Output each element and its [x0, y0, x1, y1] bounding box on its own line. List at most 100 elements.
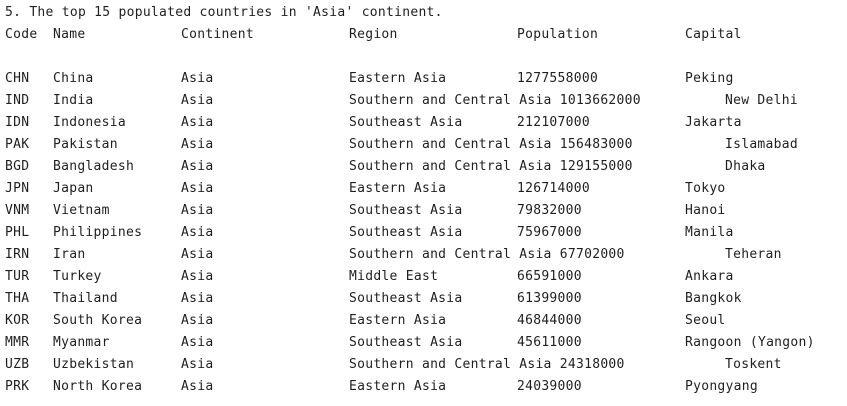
header-name: Name — [53, 27, 86, 42]
row-region: Middle East — [349, 269, 439, 284]
row-name: Iran — [53, 247, 86, 262]
row-continent: Asia — [181, 181, 214, 196]
row-continent: Asia — [181, 203, 214, 218]
row-code: PAK — [5, 137, 30, 152]
row-code: IND — [5, 93, 30, 108]
row-population: 75967000 — [517, 225, 582, 240]
row-region-population: Southern and Central Asia 129155000 — [349, 158, 633, 176]
row-name: Myanmar — [53, 335, 110, 350]
row-capital: Manila — [685, 225, 734, 240]
table-row: IND India Asia Southern and Central Asia 10… — [5, 92, 845, 114]
row-name: Thailand — [53, 291, 118, 306]
table-row: PAK Pakistan Asia Southern and Central Asia… — [5, 136, 845, 158]
row-region: Southern and Central Asia — [349, 137, 552, 152]
table-row: IRN Iran Asia Southern and Central Asia 677… — [5, 246, 845, 268]
table-row: IDN Indonesia Asia Southeast Asia 212107000 J… — [5, 114, 845, 136]
row-name: North Korea — [53, 379, 143, 394]
row-region-population: Southern and Central Asia 24318000 — [349, 356, 625, 374]
row-population: 24318000 — [559, 357, 625, 372]
row-continent: Asia — [181, 93, 214, 108]
row-population: 79832000 — [517, 203, 582, 218]
row-code: CHN — [5, 71, 30, 86]
row-continent: Asia — [181, 291, 214, 306]
row-capital: Bangkok — [685, 291, 742, 306]
table-row: PHL Philippines Asia Southeast Asia 75967000… — [5, 224, 845, 246]
row-capital: Seoul — [685, 313, 726, 328]
row-region-population: Southern and Central Asia 156483000 — [349, 136, 633, 154]
table-row: VNM Vietnam Asia Southeast Asia 79832000 Hano… — [5, 202, 845, 224]
row-code: THA — [5, 291, 30, 306]
row-population: 46844000 — [517, 313, 582, 328]
row-capital: Tokyo — [685, 181, 726, 196]
row-name: Vietnam — [53, 203, 110, 218]
row-region: Southern and Central Asia — [349, 93, 552, 108]
row-region-population: Southern and Central Asia 1013662000 — [349, 92, 641, 110]
row-code: IRN — [5, 247, 30, 262]
row-continent: Asia — [181, 247, 214, 262]
row-code: MMR — [5, 335, 30, 350]
row-continent: Asia — [181, 335, 214, 350]
header-capital: Capital — [685, 27, 742, 42]
row-name: Turkey — [53, 269, 102, 284]
row-region: Southeast Asia — [349, 291, 463, 306]
row-code: IDN — [5, 115, 30, 130]
row-region: Southern and Central Asia — [349, 247, 552, 262]
row-code: KOR — [5, 313, 30, 328]
row-region: Southeast Asia — [349, 203, 463, 218]
row-code: PHL — [5, 225, 30, 240]
header-continent: Continent — [181, 27, 254, 42]
row-capital: Pyongyang — [685, 379, 758, 394]
row-population: 129155000 — [559, 159, 633, 174]
row-capital: New Delhi — [725, 93, 798, 108]
row-population: 67702000 — [559, 247, 625, 262]
header-code: Code — [5, 27, 38, 42]
table-row: TUR Turkey Asia Middle East 66591000 Ankara — [5, 268, 845, 290]
row-capital: Toskent — [725, 357, 782, 372]
row-region: Eastern Asia — [349, 379, 447, 394]
row-code: UZB — [5, 357, 30, 372]
row-population: 156483000 — [559, 137, 633, 152]
table-row: JPN Japan Asia Eastern Asia 126714000 Tokyo — [5, 180, 845, 202]
table-body: CHN China Asia Eastern Asia 1277558000 Peking… — [5, 70, 845, 400]
table-row: PRK North Korea Asia Eastern Asia 24039000 Py… — [5, 378, 845, 400]
row-continent: Asia — [181, 269, 214, 284]
row-population: 61399000 — [517, 291, 582, 306]
row-region: Eastern Asia — [349, 71, 447, 86]
row-capital: Islamabad — [725, 137, 798, 152]
row-code: BGD — [5, 159, 30, 174]
row-code: VNM — [5, 203, 30, 218]
row-population: 24039000 — [517, 379, 582, 394]
table-row: KOR South Korea Asia Eastern Asia 46844000 Se… — [5, 312, 845, 334]
row-continent: Asia — [181, 357, 214, 372]
row-population: 126714000 — [517, 181, 590, 196]
row-continent: Asia — [181, 379, 214, 394]
row-region: Southern and Central Asia — [349, 357, 552, 372]
row-population: 66591000 — [517, 269, 582, 284]
table-header-row: Code Name Continent Region Population Ca… — [5, 26, 845, 48]
row-region: Southeast Asia — [349, 335, 463, 350]
row-name: South Korea — [53, 313, 143, 328]
row-code: PRK — [5, 379, 30, 394]
blank-line — [5, 48, 845, 70]
row-continent: Asia — [181, 137, 214, 152]
row-name: Bangladesh — [53, 159, 135, 174]
console-output: 5. The top 15 populated countries in 'As… — [5, 4, 845, 400]
row-population: 45611000 — [517, 335, 582, 350]
row-region: Southeast Asia — [349, 115, 463, 130]
table-row: BGD Bangladesh Asia Southern and Central As… — [5, 158, 845, 180]
row-capital: Hanoi — [685, 203, 726, 218]
row-population: 212107000 — [517, 115, 590, 130]
row-name: Japan — [53, 181, 94, 196]
row-population: 1277558000 — [517, 71, 599, 86]
table-row: CHN China Asia Eastern Asia 1277558000 Peking — [5, 70, 845, 92]
table-row: MMR Myanmar Asia Southeast Asia 45611000 Rang… — [5, 334, 845, 356]
row-continent: Asia — [181, 159, 214, 174]
row-name: Philippines — [53, 225, 143, 240]
row-continent: Asia — [181, 115, 214, 130]
row-continent: Asia — [181, 71, 214, 86]
row-region: Southeast Asia — [349, 225, 463, 240]
row-name: India — [53, 93, 94, 108]
row-capital: Ankara — [685, 269, 734, 284]
row-continent: Asia — [181, 313, 214, 328]
row-region: Eastern Asia — [349, 181, 447, 196]
